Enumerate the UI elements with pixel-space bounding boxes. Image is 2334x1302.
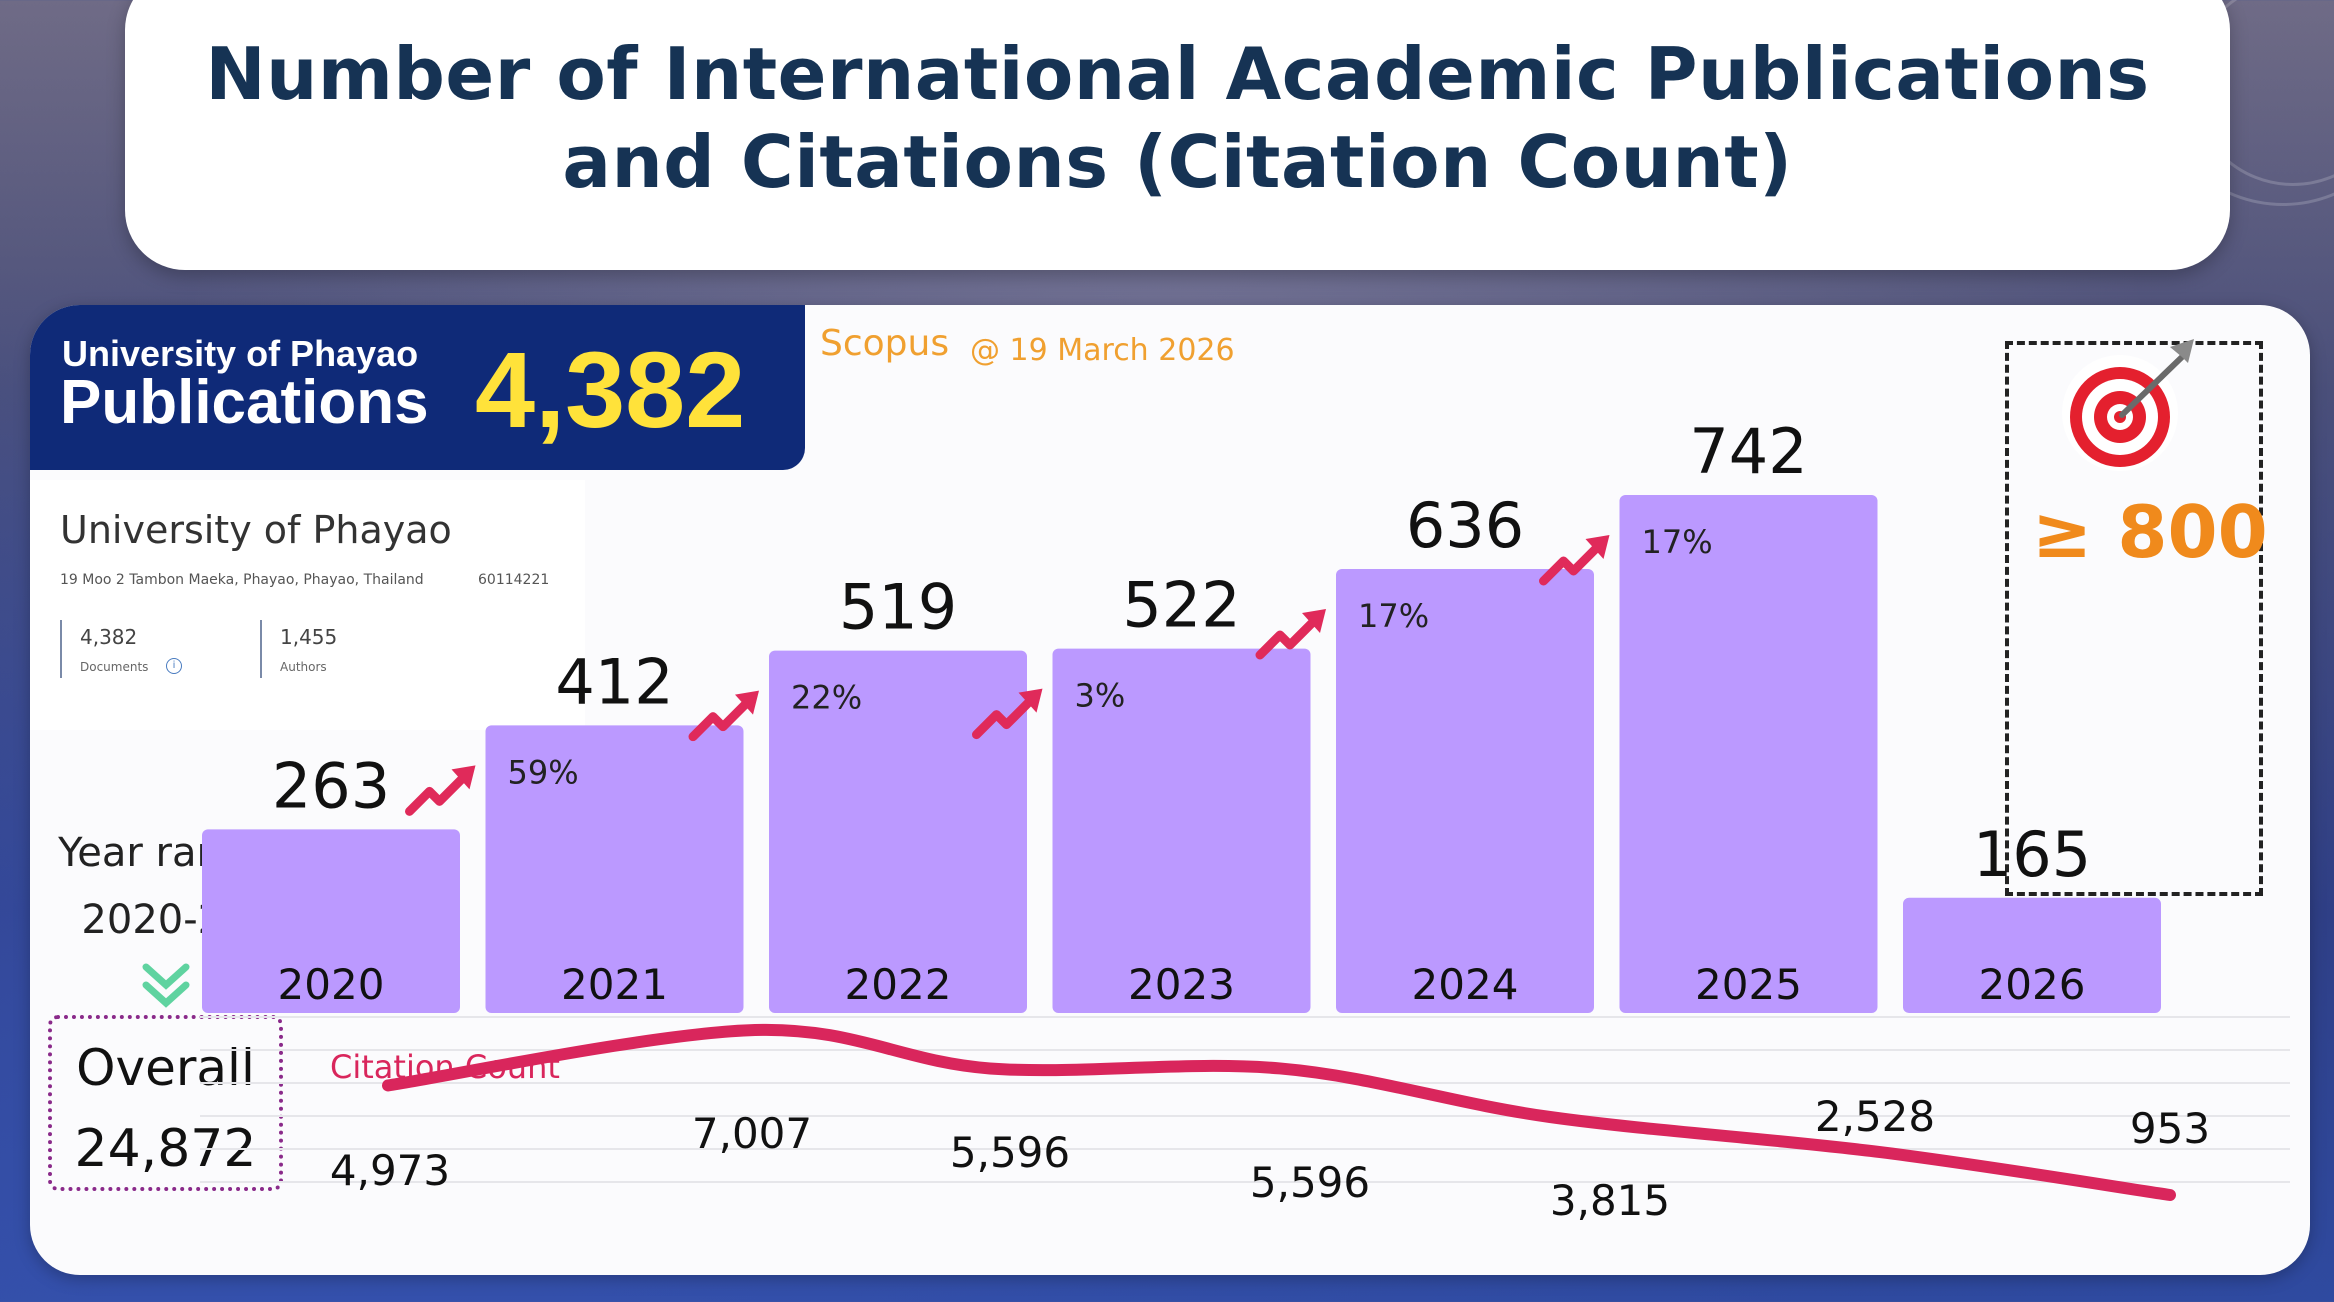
citation-value-label: 3,815	[1550, 1176, 1670, 1225]
info-icon: i	[166, 658, 182, 674]
summary-university: University of Phayao	[62, 333, 419, 374]
source-date: @ 19 March 2026	[970, 333, 1235, 368]
x-tick-label: 2024	[1412, 960, 1519, 1009]
citation-value-label: 7,007	[692, 1109, 812, 1158]
title-card: Number of International Academic Publica…	[125, 0, 2230, 270]
bar-2022	[769, 650, 1027, 1013]
bar-value-label: 412	[555, 645, 673, 718]
overall-label: Overall	[76, 1039, 255, 1097]
growth-label: 17%	[1642, 523, 1713, 561]
citation-value-label: 2,528	[1815, 1092, 1935, 1141]
citation-series-line	[382, 1023, 2176, 1201]
bar-2023	[1052, 648, 1311, 1013]
trend-up-icon	[405, 765, 476, 816]
profile-id: 60114221	[478, 572, 550, 588]
documents-count: 4,382	[80, 625, 138, 649]
trend-up-icon	[688, 690, 759, 742]
divider	[60, 620, 62, 678]
x-tick-label: 2022	[845, 960, 952, 1009]
authors-count: 1,455	[280, 625, 338, 649]
x-tick-label: 2026	[1979, 960, 2086, 1009]
chart-card: University of Phayao Publications 4,382 …	[30, 305, 2310, 1275]
bar-2021	[485, 725, 744, 1013]
publication-bars: 263 2020 412 2021 59% 519 2022 22% 522 2023 3% 636 2…	[202, 415, 2161, 1013]
bar-value-label: 519	[839, 571, 957, 644]
growth-label: 22%	[791, 679, 862, 717]
bar-value-label: 263	[272, 749, 390, 822]
charts: 263 2020 412 2021 59% 519 2022 22% 522 2023 3% 636 2…	[142, 339, 2290, 1225]
x-tick-label: 2023	[1128, 960, 1235, 1009]
citation-value-label: 5,596	[950, 1128, 1070, 1177]
target-icon	[2062, 339, 2194, 471]
x-tick-label: 2020	[278, 960, 385, 1009]
bar-2020	[202, 829, 460, 1013]
bar-value-label: 742	[1689, 415, 1807, 488]
bar-2025	[1619, 495, 1878, 1013]
publications-summary: University of Phayao Publications 4,382	[30, 305, 805, 470]
citation-value-label: 953	[2130, 1104, 2210, 1153]
trend-up-icon	[1255, 609, 1326, 660]
summary-value: 4,382	[475, 329, 746, 450]
target-2026-box	[2005, 341, 2263, 896]
citation-value-label: 4,973	[330, 1146, 450, 1195]
trend-up-icon	[972, 688, 1043, 740]
bar-2024	[1336, 569, 1594, 1013]
growth-label: 3%	[1075, 677, 1126, 715]
scopus-logo: Scopus	[820, 323, 950, 364]
bar-value-label: 522	[1122, 569, 1240, 642]
authors-label: Authors	[280, 660, 327, 674]
documents-label: Documents	[80, 660, 149, 674]
target-value: ≥ 800	[2032, 490, 2268, 574]
page-title-line-1: Number of International Academic Publica…	[205, 32, 2150, 116]
bar-value-label: 165	[1973, 818, 2091, 891]
growth-label: 59%	[508, 753, 579, 791]
trend-up-icon	[1539, 535, 1610, 586]
citation-grid	[200, 1016, 2290, 1183]
x-tick-label: 2021	[561, 960, 668, 1009]
citation-value-label: 5,596	[1250, 1158, 1370, 1207]
bar-2026	[1903, 897, 2161, 1013]
chevron-down-icon	[142, 963, 190, 1008]
scopus-profile-card: University of Phayao 19 Moo 2 Tambon Mae…	[30, 480, 585, 730]
growth-label: 17%	[1358, 597, 1429, 635]
profile-name: University of Phayao	[60, 508, 452, 552]
profile-address: 19 Moo 2 Tambon Maeka, Phayao, Phayao, T…	[60, 572, 424, 588]
page-title-line-2: and Citations (Citation Count)	[562, 120, 1793, 204]
x-tick-label: 2025	[1695, 960, 1802, 1009]
summary-label: Publications	[60, 368, 429, 437]
bar-value-label: 636	[1406, 489, 1524, 562]
divider	[260, 620, 262, 678]
